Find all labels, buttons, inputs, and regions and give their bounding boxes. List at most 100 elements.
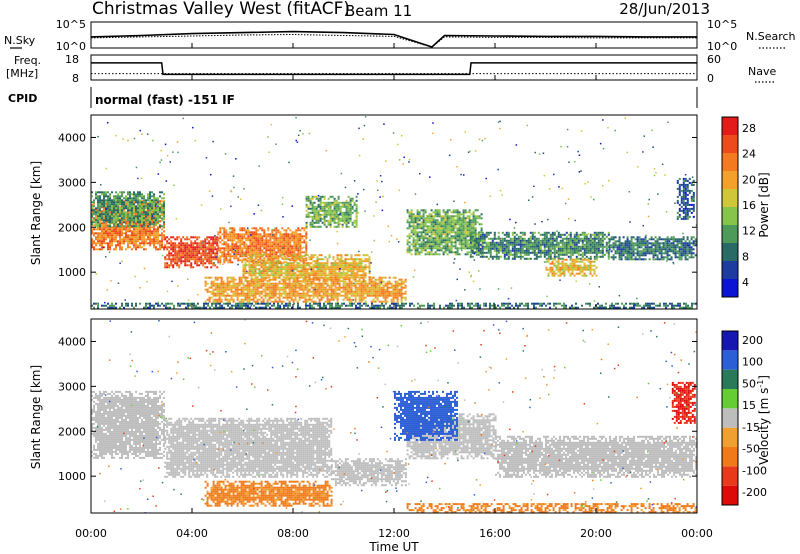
echo-cell: [456, 237, 459, 240]
echo-cell: [285, 245, 288, 248]
echo-cell: [354, 268, 357, 271]
echo-cell: [164, 258, 167, 261]
echo-cell: [272, 294, 275, 297]
echo-cell: [372, 294, 375, 297]
echo-cell: [460, 219, 463, 222]
echo-cell: [349, 209, 352, 212]
echo-cell: [480, 231, 483, 234]
echo-cell: [332, 278, 335, 281]
echo-cell: [430, 253, 433, 256]
echo-cell: [258, 254, 261, 257]
echo-cell: [163, 248, 165, 251]
echo-cell: [318, 264, 321, 267]
echo-cell: [216, 242, 219, 245]
echo-cell: [426, 227, 429, 230]
echo-cell: [348, 282, 351, 285]
echo-cell: [95, 223, 97, 226]
echo-cell: [462, 223, 465, 226]
echo-cell: [452, 219, 455, 222]
echo-cell: [354, 264, 357, 267]
echo-cell: [202, 258, 205, 261]
echo-cell: [218, 296, 221, 299]
echo-cell: [244, 288, 247, 291]
echo-cell: [225, 247, 228, 250]
echo-cell: [468, 219, 471, 222]
echo-cell: [93, 224, 95, 227]
echo-cell: [349, 197, 352, 200]
echo-cell: [426, 221, 429, 224]
echo-cell: [101, 232, 103, 235]
echo-cell: [133, 246, 135, 249]
echo-cell: [426, 239, 429, 242]
echo-cell: [487, 251, 490, 254]
echo-cell: [161, 242, 163, 245]
echo-cell: [139, 226, 141, 229]
echo-cell: [305, 225, 308, 228]
echo-cell: [354, 276, 357, 279]
echo-cell: [212, 294, 215, 297]
echo-cell: [255, 251, 258, 254]
echo-cell: [302, 258, 305, 261]
echo-cell: [301, 227, 304, 230]
echo-cell: [196, 262, 199, 265]
echo-cell: [220, 288, 223, 291]
echo-cell: [274, 264, 277, 267]
echo-cell: [291, 259, 294, 262]
echo-cell: [91, 207, 93, 210]
echo-cell: [221, 233, 224, 236]
echo-cell: [364, 296, 367, 299]
echo-cell: [499, 255, 502, 258]
echo-cell: [220, 298, 223, 301]
echo-cell: [442, 233, 445, 236]
echo-cell: [384, 288, 387, 291]
echo-cell: [326, 264, 329, 267]
echo-cell: [281, 249, 284, 252]
echo-cell: [225, 243, 228, 246]
echo-cell: [242, 292, 245, 295]
echo-cell: [135, 222, 137, 225]
echo-cell: [286, 254, 289, 257]
echo-cell: [214, 238, 217, 241]
echo-cell: [170, 248, 173, 251]
echo-cell: [302, 296, 305, 299]
echo-cell: [93, 209, 95, 212]
echo-cell: [302, 262, 305, 265]
echo-cell: [336, 258, 339, 261]
echo-cell: [161, 219, 163, 222]
echo-cell: [420, 227, 423, 230]
echo-cell: [117, 215, 119, 218]
echo-cell: [460, 245, 463, 248]
echo-cell: [422, 215, 425, 218]
echo-cell: [194, 250, 197, 253]
echo-cell: [356, 274, 359, 277]
echo-cell: [326, 262, 329, 265]
echo-cell: [311, 211, 314, 214]
echo-cell: [206, 260, 209, 263]
echo-cell: [133, 228, 135, 231]
echo-cell: [372, 298, 375, 301]
echo-cell: [442, 209, 445, 212]
echo-cell: [254, 296, 257, 299]
echo-cell: [257, 239, 260, 242]
echo-cell: [123, 221, 125, 224]
echo-cell: [204, 280, 207, 283]
echo-cell: [149, 228, 151, 231]
echo-cell: [355, 211, 358, 214]
echo-cell: [286, 268, 289, 271]
echo-cell: [247, 247, 250, 250]
echo-cell: [252, 270, 255, 273]
echo-cell: [358, 268, 361, 271]
echo-cell: [230, 288, 233, 291]
echo-cell: [336, 274, 339, 277]
echo-cell: [420, 249, 423, 252]
echo-cell: [394, 290, 397, 293]
echo-cell: [250, 284, 253, 287]
echo-cell: [358, 284, 361, 287]
echo-cell: [242, 254, 245, 257]
echo-cell: [350, 266, 353, 269]
echo-cell: [159, 200, 161, 203]
echo-cell: [485, 233, 488, 236]
echo-cell: [127, 203, 129, 206]
echo-cell: [290, 282, 293, 285]
echo-cell: [141, 205, 143, 208]
